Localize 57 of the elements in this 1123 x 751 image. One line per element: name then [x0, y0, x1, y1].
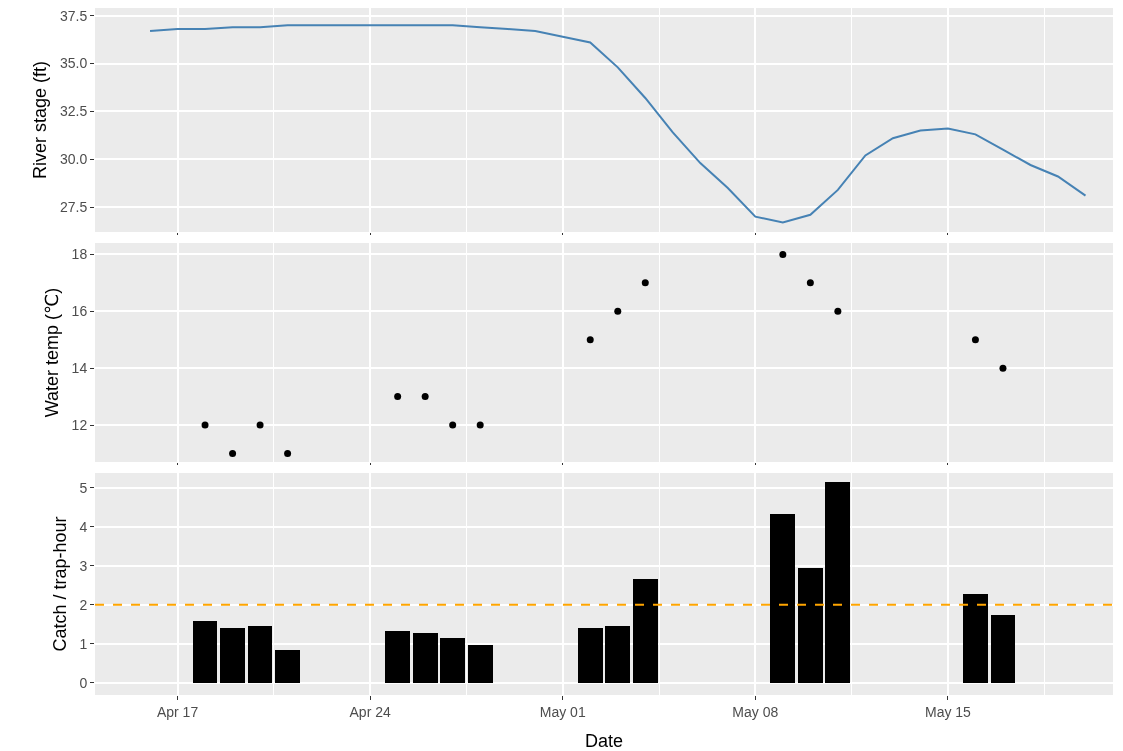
x-tick-label: Apr 24 — [349, 703, 391, 720]
point — [971, 336, 979, 344]
point — [284, 449, 292, 457]
point — [806, 279, 814, 287]
y-tick-label: 12 — [71, 416, 88, 433]
y-tick-label: 3 — [79, 557, 88, 574]
y-tick-label: 5 — [79, 479, 88, 496]
y-tick-label: 27.5 — [59, 199, 88, 216]
point — [586, 336, 594, 344]
point — [834, 307, 842, 315]
bar — [770, 514, 795, 683]
bar — [413, 633, 438, 683]
point — [476, 421, 484, 429]
y-axis-title: River stage (ft) — [30, 60, 51, 180]
y-tick-label: 4 — [79, 518, 88, 535]
point — [421, 393, 429, 401]
line-series — [149, 24, 1087, 224]
y-tick-label: 2 — [79, 596, 88, 613]
y-tick-label: 35.0 — [59, 55, 88, 72]
bar — [633, 579, 658, 683]
bar — [248, 626, 272, 683]
x-axis-title: Date — [584, 731, 624, 751]
x-tick-label: May 01 — [539, 703, 586, 720]
y-tick-label: 14 — [71, 360, 88, 377]
bar — [578, 628, 603, 683]
point — [394, 393, 402, 401]
bar — [825, 482, 850, 683]
bar — [220, 628, 245, 683]
y-tick-label: 37.5 — [59, 7, 88, 24]
bar — [798, 568, 823, 683]
bar — [440, 638, 465, 683]
point — [641, 279, 649, 287]
x-tick-label: May 08 — [732, 703, 779, 720]
y-tick-label: 30.0 — [59, 151, 88, 168]
y-tick-label: 0 — [79, 674, 88, 691]
y-axis-title: Catch / trap-hour — [49, 516, 70, 652]
bar — [991, 615, 1015, 683]
y-tick-label: 32.5 — [59, 103, 88, 120]
point — [201, 421, 209, 429]
point — [449, 421, 457, 429]
point — [229, 449, 237, 457]
bar — [193, 621, 217, 683]
x-tick-label: Apr 17 — [156, 703, 199, 720]
bar — [468, 645, 493, 683]
y-tick-label: 1 — [79, 635, 88, 652]
bar — [385, 631, 410, 683]
y-tick-label: 16 — [71, 303, 88, 320]
point — [614, 307, 622, 315]
bar — [963, 594, 988, 683]
point — [999, 364, 1007, 372]
y-tick-label: 18 — [71, 246, 88, 263]
point — [779, 250, 787, 258]
point — [256, 421, 264, 429]
x-tick-label: May 15 — [924, 703, 972, 720]
bar — [605, 626, 630, 683]
y-axis-title: Water temp (℃) — [41, 287, 62, 418]
bar — [275, 650, 300, 683]
